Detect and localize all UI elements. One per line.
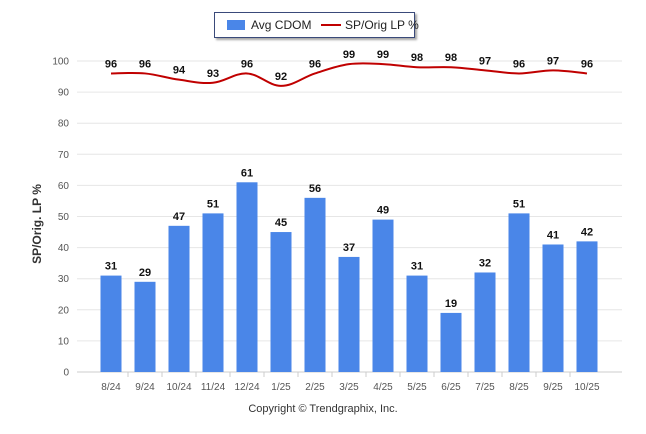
x-tick-label: 10/24: [166, 382, 191, 393]
x-tick-label: 10/25: [574, 382, 599, 393]
line-data-label: 99: [343, 49, 355, 61]
line-data-label: 93: [207, 68, 219, 80]
bar-data-label: 56: [309, 183, 321, 195]
line-data-label: 98: [411, 52, 423, 64]
bar-9/25: [542, 244, 564, 372]
x-tick-label: 5/25: [407, 382, 427, 393]
y-tick-label: 100: [52, 57, 69, 68]
x-tick-label: 3/25: [339, 382, 359, 393]
bar-1/25: [270, 232, 292, 372]
bar-8/25: [508, 213, 530, 372]
bar-data-label: 19: [445, 298, 457, 310]
line-data-label: 96: [309, 58, 321, 70]
y-tick-label: 20: [58, 305, 70, 316]
bar-data-label: 51: [513, 198, 525, 210]
bar-data-label: 61: [241, 167, 253, 179]
bar-data-label: 37: [343, 242, 355, 254]
line-data-label: 96: [513, 58, 525, 70]
bar-3/25: [338, 256, 360, 372]
legend-swatch-bar: [227, 20, 245, 30]
x-tick-label: 6/25: [441, 382, 461, 393]
bar-8/24: [100, 275, 122, 372]
bar-9/24: [134, 281, 156, 372]
y-tick-label: 80: [58, 119, 70, 130]
x-tick-label: 2/25: [305, 382, 325, 393]
y-tick-label: 60: [58, 181, 70, 192]
bar-data-label: 51: [207, 198, 219, 210]
line-series-sp-orig-lp: [110, 62, 588, 87]
x-tick-label: 7/25: [475, 382, 495, 393]
line-data-label: 92: [275, 71, 287, 83]
bar-5/25: [406, 275, 428, 372]
bar-7/25: [474, 272, 496, 372]
y-tick-label: 70: [58, 150, 70, 161]
line-data-label: 96: [581, 58, 593, 70]
bar-10/25: [576, 241, 598, 372]
x-tick-label: 9/24: [135, 382, 155, 393]
y-tick-label: 90: [58, 88, 70, 99]
x-tick-label: 1/25: [271, 382, 291, 393]
bar-2/25: [304, 197, 326, 372]
bar-data-label: 31: [105, 261, 117, 273]
copyright-footer: Copyright © Trendgraphix, Inc.: [248, 403, 398, 415]
bar-10/24: [168, 225, 190, 372]
bar-data-label: 47: [173, 211, 185, 223]
bar-6/25: [440, 312, 462, 372]
chart-legend: Avg CDOM SP/Orig LP %: [214, 12, 419, 38]
legend-label-sp-orig-lp: SP/Orig LP %: [345, 18, 419, 32]
bar-data-label: 42: [581, 226, 593, 238]
y-tick-label: 30: [58, 274, 70, 285]
x-tick-label: 4/25: [373, 382, 393, 393]
x-tick-label: 11/24: [201, 382, 226, 393]
line-data-label: 94: [173, 65, 186, 77]
bar-data-label: 41: [547, 229, 559, 241]
bar-data-label: 32: [479, 257, 491, 269]
y-axis-label: SP/Orig. LP %: [30, 184, 44, 264]
legend-label-avg-cdom: Avg CDOM: [251, 18, 312, 32]
x-tick-label: 8/25: [509, 382, 529, 393]
x-tick-label: 12/24: [234, 382, 259, 393]
line-data-label: 96: [105, 58, 117, 70]
bar-data-label: 31: [411, 261, 423, 273]
line-data-label: 96: [241, 58, 253, 70]
line-data-label: 97: [547, 55, 559, 67]
y-tick-label: 50: [58, 212, 70, 223]
y-tick-label: 0: [63, 368, 69, 379]
bar-data-label: 49: [377, 205, 389, 217]
line-data-label: 98: [445, 52, 457, 64]
bar-12/24: [236, 182, 258, 372]
bar-4/25: [372, 219, 394, 372]
x-tick-label: 9/25: [543, 382, 563, 393]
legend-swatch-line: [321, 24, 341, 26]
line-data-label: 99: [377, 49, 389, 61]
x-tick-label: 8/24: [101, 382, 121, 393]
bar-data-label: 29: [139, 267, 151, 279]
line-data-label: 96: [139, 58, 151, 70]
bar-data-label: 45: [275, 217, 287, 229]
line-data-label: 97: [479, 55, 491, 67]
y-tick-label: 10: [58, 336, 70, 347]
bar-11/24: [202, 213, 224, 372]
y-tick-label: 40: [58, 243, 70, 254]
